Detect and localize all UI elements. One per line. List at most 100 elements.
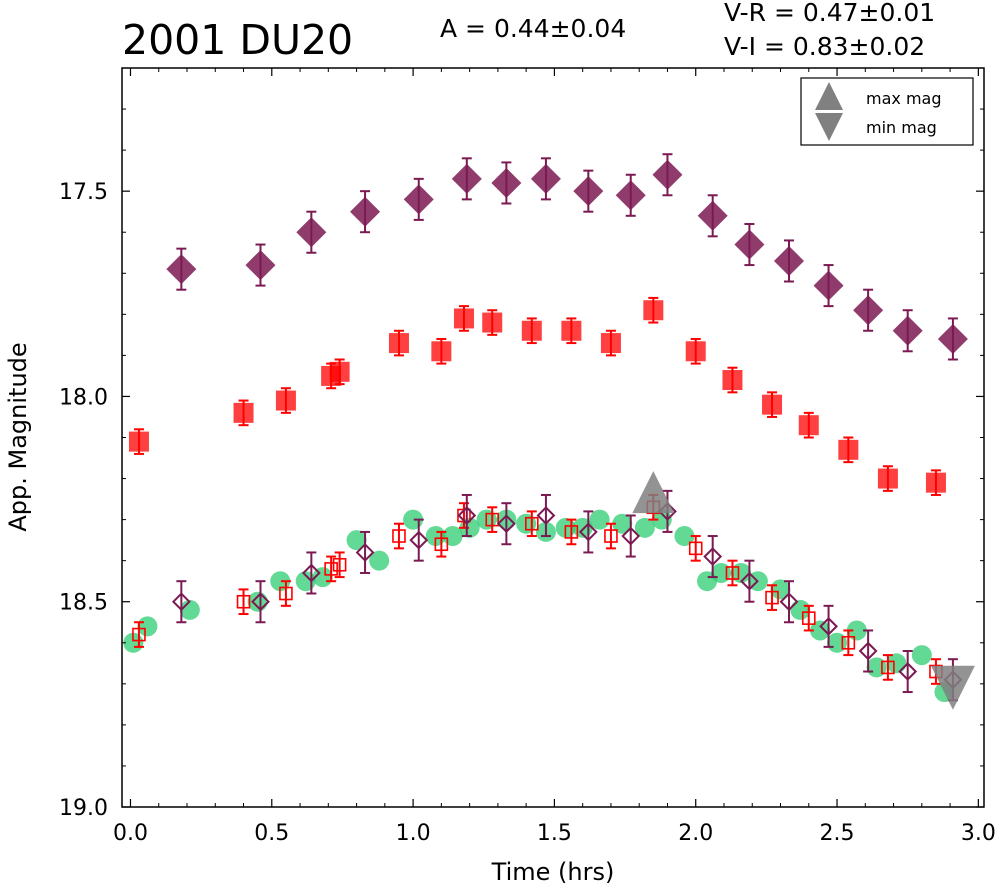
- data-point-s4-p15: [858, 641, 878, 661]
- data-point-s1-p2: [275, 390, 296, 411]
- data-point-s2-p11: [442, 526, 463, 547]
- legend-max-mag-icon: [815, 82, 843, 110]
- data-point-s1-p0: [128, 431, 149, 452]
- data-point-s1-p4: [329, 361, 350, 382]
- chart-title: 2001 DU20: [122, 16, 354, 64]
- data-point-s4-p2: [301, 563, 321, 583]
- series-4: [171, 489, 963, 702]
- data-point-s3-p1: [236, 594, 251, 609]
- data-point-s3-p6: [434, 537, 449, 552]
- y-tick-label: 19.0: [59, 796, 108, 821]
- data-point-s4-p6: [496, 514, 516, 534]
- data-point-s3-p8: [485, 512, 500, 527]
- y-axis-label: App. Magnitude: [4, 342, 32, 531]
- data-point-s3-p3: [324, 562, 338, 576]
- series-1: [128, 296, 946, 496]
- data-point-s0-p4: [403, 184, 434, 215]
- x-tick-label: 2.0: [678, 821, 713, 846]
- data-point-s1-p14: [722, 370, 743, 391]
- data-point-s2-p23: [674, 526, 695, 547]
- data-point-s2-p3: [247, 591, 268, 612]
- data-point-s2-p35: [911, 645, 932, 666]
- data-point-s1-p17: [838, 439, 859, 460]
- data-point-s4-p12: [740, 571, 759, 591]
- data-point-s3-p10: [564, 525, 579, 539]
- data-point-s3-p18: [881, 660, 895, 675]
- data-point-s2-p25: [711, 562, 732, 583]
- data-point-s3-p15: [765, 590, 779, 605]
- data-point-s3-p17: [841, 635, 856, 650]
- data-point-s1-p13: [685, 341, 706, 362]
- data-point-s2-p32: [846, 620, 867, 641]
- data-point-s3-p4: [332, 557, 347, 572]
- data-point-s4-p0: [171, 592, 191, 612]
- data-point-s4-p3: [355, 543, 375, 562]
- data-point-s4-p14: [819, 616, 838, 636]
- data-point-s4-p13: [779, 592, 799, 612]
- data-point-s2-p21: [634, 517, 655, 538]
- legend-box: max mag min mag: [800, 77, 974, 146]
- x-tick-label: 0.5: [254, 821, 289, 846]
- data-point-s4-p8: [578, 522, 598, 542]
- data-point-s1-p6: [431, 341, 452, 362]
- data-point-s1-p19: [925, 472, 946, 493]
- amplitude-label: A = 0.44±0.04: [440, 14, 627, 43]
- data-point-s3-p2: [279, 586, 293, 601]
- x-tick-label: 0.0: [113, 821, 148, 846]
- data-point-s0-p6: [491, 167, 522, 198]
- data-point-s0-p10: [652, 159, 683, 190]
- x-tick-label: 1.0: [396, 821, 431, 846]
- data-point-s0-p13: [773, 245, 804, 276]
- data-point-s1-p18: [877, 468, 898, 489]
- legend-max-mag-label: max mag: [866, 89, 942, 108]
- data-point-s2-p20: [612, 513, 633, 534]
- data-point-s4-p4: [409, 530, 429, 550]
- data-point-s0-p15: [853, 295, 884, 326]
- data-point-s1-p1: [233, 402, 254, 423]
- data-point-s0-p16: [892, 315, 923, 346]
- data-point-s0-p0: [166, 254, 197, 285]
- data-point-s1-p16: [798, 415, 819, 436]
- x-tick-label: 1.5: [537, 821, 572, 846]
- data-point-s4-p11: [703, 547, 723, 566]
- data-point-s2-p30: [810, 620, 831, 641]
- data-point-s0-p12: [734, 229, 765, 260]
- data-point-s0-p2: [296, 217, 327, 248]
- data-point-s1-p5: [388, 333, 409, 354]
- data-point-s4-p9: [621, 526, 641, 546]
- data-point-s2-p19: [589, 509, 610, 530]
- data-point-s1-p12: [643, 300, 664, 321]
- data-point-s2-p8: [369, 550, 390, 571]
- data-point-s3-p13: [688, 541, 703, 556]
- data-point-s2-p33: [866, 657, 887, 678]
- data-point-s1-p15: [762, 394, 783, 415]
- data-point-s4-p1: [251, 592, 270, 612]
- data-point-s0-p5: [451, 163, 482, 194]
- max-mag-marker: [632, 471, 675, 514]
- data-point-s4-p7: [536, 506, 556, 525]
- data-point-s2-p29: [790, 599, 811, 620]
- data-point-s0-p17: [937, 323, 968, 354]
- data-point-s3-p11: [604, 529, 618, 543]
- data-point-s1-p7: [453, 308, 474, 329]
- data-point-s0-p1: [245, 250, 276, 281]
- data-point-s3-p14: [725, 566, 740, 580]
- data-point-s3-p9: [525, 516, 539, 531]
- legend-min-mag-icon: [815, 113, 843, 141]
- data-point-s0-p9: [615, 180, 646, 211]
- data-point-s0-p14: [813, 270, 844, 301]
- data-point-s1-p11: [600, 333, 621, 354]
- data-point-s2-p26: [730, 562, 751, 583]
- extrema-markers: [632, 471, 975, 710]
- data-point-s3-p16: [801, 611, 816, 625]
- data-point-s3-p5: [392, 529, 406, 543]
- y-tick-label: 18.0: [59, 385, 108, 410]
- data-point-s0-p8: [573, 176, 604, 207]
- data-point-s0-p3: [350, 196, 381, 227]
- legend-min-mag-label: min mag: [866, 118, 937, 137]
- axis-ticks: 0.0 0.5 1.0 1.5 2.0 2.5 3.0 17.5 18.0 18.5 19.0: [59, 68, 996, 846]
- series-0: [166, 153, 968, 361]
- data-point-s2-p31: [827, 632, 848, 653]
- x-tick-label: 2.5: [820, 821, 855, 846]
